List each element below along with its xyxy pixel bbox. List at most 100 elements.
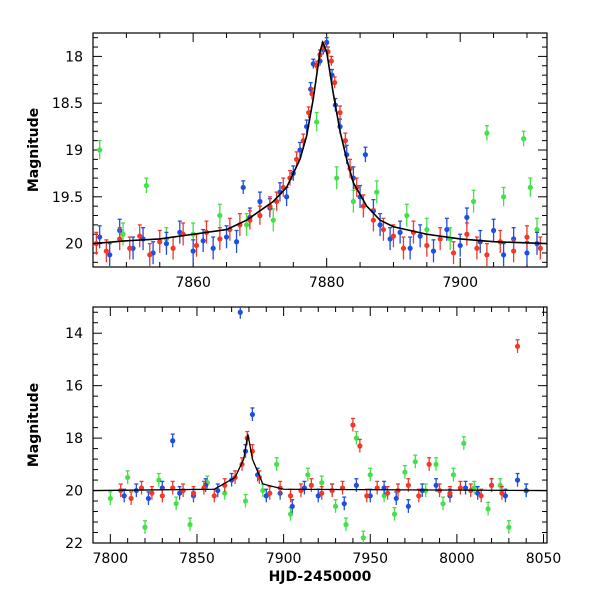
- data-point: [287, 511, 294, 517]
- data-point: [308, 482, 314, 488]
- data-point: [117, 236, 123, 242]
- x-tick-label: 7850: [179, 551, 215, 567]
- x-tick-label: 7800: [93, 551, 129, 567]
- plot-frame: [92, 32, 548, 268]
- x-tick-label: 8050: [526, 551, 562, 567]
- series: [97, 37, 540, 267]
- data-point: [360, 535, 366, 541]
- data-point: [97, 147, 103, 153]
- data-point: [501, 194, 507, 200]
- data-point: [237, 309, 243, 315]
- data-point: [107, 495, 113, 502]
- data-point: [499, 490, 505, 496]
- data-point: [211, 493, 217, 499]
- data-point: [215, 487, 221, 494]
- data-point: [416, 493, 422, 499]
- data-point: [149, 490, 155, 496]
- data-point: [156, 477, 162, 483]
- data-point: [289, 503, 295, 509]
- data-point: [450, 250, 457, 256]
- data-point: [120, 231, 126, 237]
- data-point: [180, 487, 186, 494]
- y-axis-title: Magnitude: [26, 108, 42, 192]
- data-point: [393, 495, 399, 502]
- x-tick-label: 8000: [439, 551, 475, 567]
- data-point: [190, 490, 197, 496]
- data-point: [328, 58, 334, 64]
- data-point: [200, 238, 206, 244]
- data-point: [147, 252, 153, 258]
- data-point: [397, 229, 403, 235]
- data-point: [395, 487, 401, 494]
- y-tick-label: 18: [65, 431, 83, 447]
- y-tick-label: 14: [65, 326, 83, 342]
- data-point: [447, 490, 453, 496]
- data-point: [287, 493, 294, 499]
- data-point: [488, 482, 495, 488]
- data-point: [260, 487, 266, 494]
- data-point: [270, 217, 276, 223]
- data-point: [424, 242, 430, 249]
- data-point: [257, 198, 263, 205]
- data-point: [426, 461, 432, 467]
- data-point: [125, 474, 131, 481]
- data-point: [357, 443, 363, 449]
- data-point: [524, 234, 530, 240]
- data-point: [157, 239, 163, 245]
- data-point: [329, 487, 335, 494]
- data-point: [360, 203, 366, 209]
- x-tick-label: 7950: [352, 551, 388, 567]
- x-tick-label: 7880: [309, 275, 345, 291]
- y-tick-label: 22: [65, 536, 83, 552]
- data-point: [514, 477, 521, 483]
- data-point: [424, 226, 430, 233]
- data-point: [170, 438, 176, 444]
- data-point: [324, 39, 330, 45]
- data-point: [223, 234, 230, 240]
- series: [93, 41, 543, 267]
- data-point: [433, 482, 439, 488]
- data-point: [450, 472, 457, 478]
- series: [97, 111, 540, 251]
- data-point: [400, 245, 407, 251]
- y-tick-label: 20: [65, 237, 83, 253]
- data-point: [402, 469, 408, 475]
- data-point: [407, 245, 413, 251]
- data-point: [521, 136, 527, 142]
- data-point: [121, 493, 127, 499]
- data-point: [137, 233, 143, 239]
- data-point: [217, 236, 223, 242]
- data-point: [145, 495, 152, 502]
- data-point: [527, 184, 533, 191]
- data-point: [103, 248, 109, 254]
- x-tick-label: 7900: [442, 275, 478, 291]
- data-point: [190, 248, 196, 254]
- data-point: [534, 226, 540, 233]
- data-point: [142, 524, 148, 530]
- data-point: [159, 493, 165, 499]
- data-point: [242, 498, 249, 504]
- data-point: [222, 490, 228, 496]
- data-point: [457, 242, 463, 249]
- x-tick-label: 7860: [175, 275, 211, 291]
- data-point: [173, 501, 179, 507]
- data-point: [353, 482, 359, 488]
- data-point: [464, 231, 470, 237]
- data-point: [484, 130, 490, 136]
- data-point: [490, 227, 497, 234]
- data-point: [440, 501, 446, 507]
- data-point: [485, 506, 491, 512]
- data-point: [143, 182, 150, 189]
- data-point: [163, 241, 170, 247]
- data-point: [350, 198, 356, 205]
- data-point: [107, 252, 113, 258]
- data-point: [380, 226, 387, 233]
- data-point: [138, 485, 145, 491]
- y-axis-title: Magnitude: [26, 383, 42, 467]
- data-point: [474, 245, 480, 251]
- data-point: [353, 435, 359, 441]
- x-tick-label: 7900: [266, 551, 302, 567]
- data-point: [364, 493, 370, 499]
- data-point: [433, 461, 439, 467]
